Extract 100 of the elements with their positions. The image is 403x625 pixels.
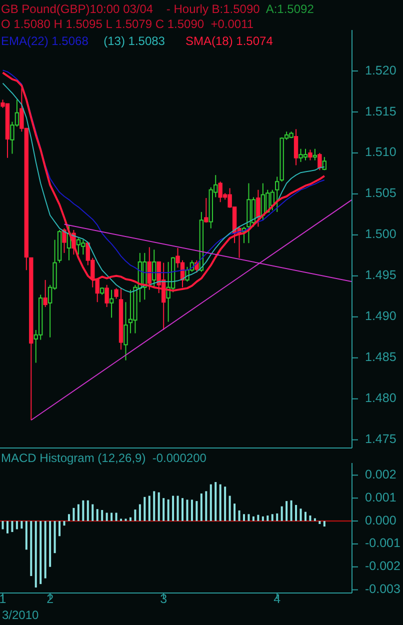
bar xyxy=(295,504,298,522)
bar xyxy=(44,521,46,578)
bar xyxy=(6,521,8,534)
bar xyxy=(63,521,66,526)
bar xyxy=(110,512,113,522)
bar xyxy=(196,501,198,522)
bar xyxy=(72,508,75,522)
y-tick-label: 1.495 xyxy=(365,268,396,282)
bar xyxy=(11,521,14,532)
bar xyxy=(134,510,136,522)
bar xyxy=(314,518,316,522)
bar xyxy=(20,521,23,529)
bar xyxy=(271,514,274,522)
bar xyxy=(214,482,217,522)
y-tick-label: -0.002 xyxy=(365,559,400,574)
bar xyxy=(190,500,193,522)
bar xyxy=(68,514,70,522)
bar xyxy=(148,496,150,522)
y-tick-label: 0.000 xyxy=(365,513,396,528)
chart-subtitle: O 1.5080 H 1.5095 L 1.5079 C 1.5090 +0.0011 xyxy=(1,17,254,31)
bar xyxy=(54,521,56,554)
bar xyxy=(16,521,18,530)
y-tick-label: 1.485 xyxy=(365,350,396,364)
bar xyxy=(172,496,174,522)
chart-title: GB Pound(GBP)10:00 03/04 - Hourly B:1.5090 xyxy=(1,2,260,16)
bar xyxy=(129,517,132,522)
bar xyxy=(82,500,84,522)
candlestick xyxy=(194,260,199,274)
bar xyxy=(124,518,127,522)
series-label: EMA(22) 1.5068 xyxy=(1,34,89,48)
bar xyxy=(266,516,269,522)
bar xyxy=(182,498,184,522)
bar xyxy=(86,500,89,522)
bar xyxy=(162,498,165,522)
bar xyxy=(323,521,326,527)
bar xyxy=(205,491,208,522)
candlestick xyxy=(104,284,109,308)
x-tick-label: 4 xyxy=(274,592,281,606)
y-tick-label: 1.475 xyxy=(365,432,396,446)
bar xyxy=(30,521,32,576)
text: (13) 1.5083 xyxy=(104,34,166,48)
bar xyxy=(200,493,202,522)
bar xyxy=(40,521,42,584)
bar xyxy=(280,506,283,522)
y-tick-label: -0.003 xyxy=(365,582,400,596)
bar xyxy=(304,512,306,522)
y-tick-label: 1.500 xyxy=(365,227,396,242)
bar xyxy=(34,521,37,588)
candlestick xyxy=(124,302,128,361)
candlestick xyxy=(62,228,66,254)
bar xyxy=(115,512,118,522)
y-tick-label: 1.520 xyxy=(365,63,396,78)
bar xyxy=(92,504,94,522)
bar xyxy=(276,513,278,522)
bar xyxy=(248,514,250,522)
text: A:1.5092 xyxy=(260,2,314,16)
bar xyxy=(262,516,264,522)
bar xyxy=(106,512,108,522)
candlestick xyxy=(152,249,156,288)
chart-title: MACD Histogram (12,26,9) -0.000200 xyxy=(1,451,207,465)
bar xyxy=(176,496,179,522)
bar xyxy=(290,500,292,522)
candlestick xyxy=(294,128,298,166)
x-tick-label: 3 xyxy=(160,592,168,606)
candlestick xyxy=(318,152,322,171)
bar xyxy=(234,504,236,522)
bar xyxy=(186,500,188,522)
bar xyxy=(210,484,212,522)
x-tick-label: 2 xyxy=(46,592,54,606)
bar xyxy=(96,509,98,522)
y-tick-label: 1.515 xyxy=(365,104,396,118)
bar xyxy=(257,514,260,522)
candlestick xyxy=(275,176,280,212)
bar xyxy=(153,491,156,522)
candlestick xyxy=(256,189,260,228)
bar xyxy=(120,518,122,522)
bar xyxy=(138,504,141,522)
y-tick-label: 1.505 xyxy=(365,186,396,200)
bar xyxy=(286,501,288,522)
bar xyxy=(238,510,240,522)
bar xyxy=(25,521,28,550)
candlestick xyxy=(114,288,118,300)
bar xyxy=(167,499,170,522)
bar xyxy=(101,510,104,522)
candlestick xyxy=(204,198,208,224)
bar xyxy=(219,484,222,522)
bar xyxy=(58,521,61,536)
bar xyxy=(300,508,302,522)
y-tick-label: 0.001 xyxy=(365,490,396,504)
bar xyxy=(49,521,52,567)
bar xyxy=(228,496,231,522)
y-tick-label: 1.480 xyxy=(365,391,396,406)
y-tick-label: 1.490 xyxy=(365,309,396,324)
bar xyxy=(158,492,160,522)
candlestick xyxy=(312,148,318,161)
y-tick-label: 1.510 xyxy=(365,145,396,160)
bar xyxy=(77,504,80,522)
candlestick xyxy=(109,289,114,318)
bar xyxy=(252,516,254,522)
bar xyxy=(242,514,245,522)
